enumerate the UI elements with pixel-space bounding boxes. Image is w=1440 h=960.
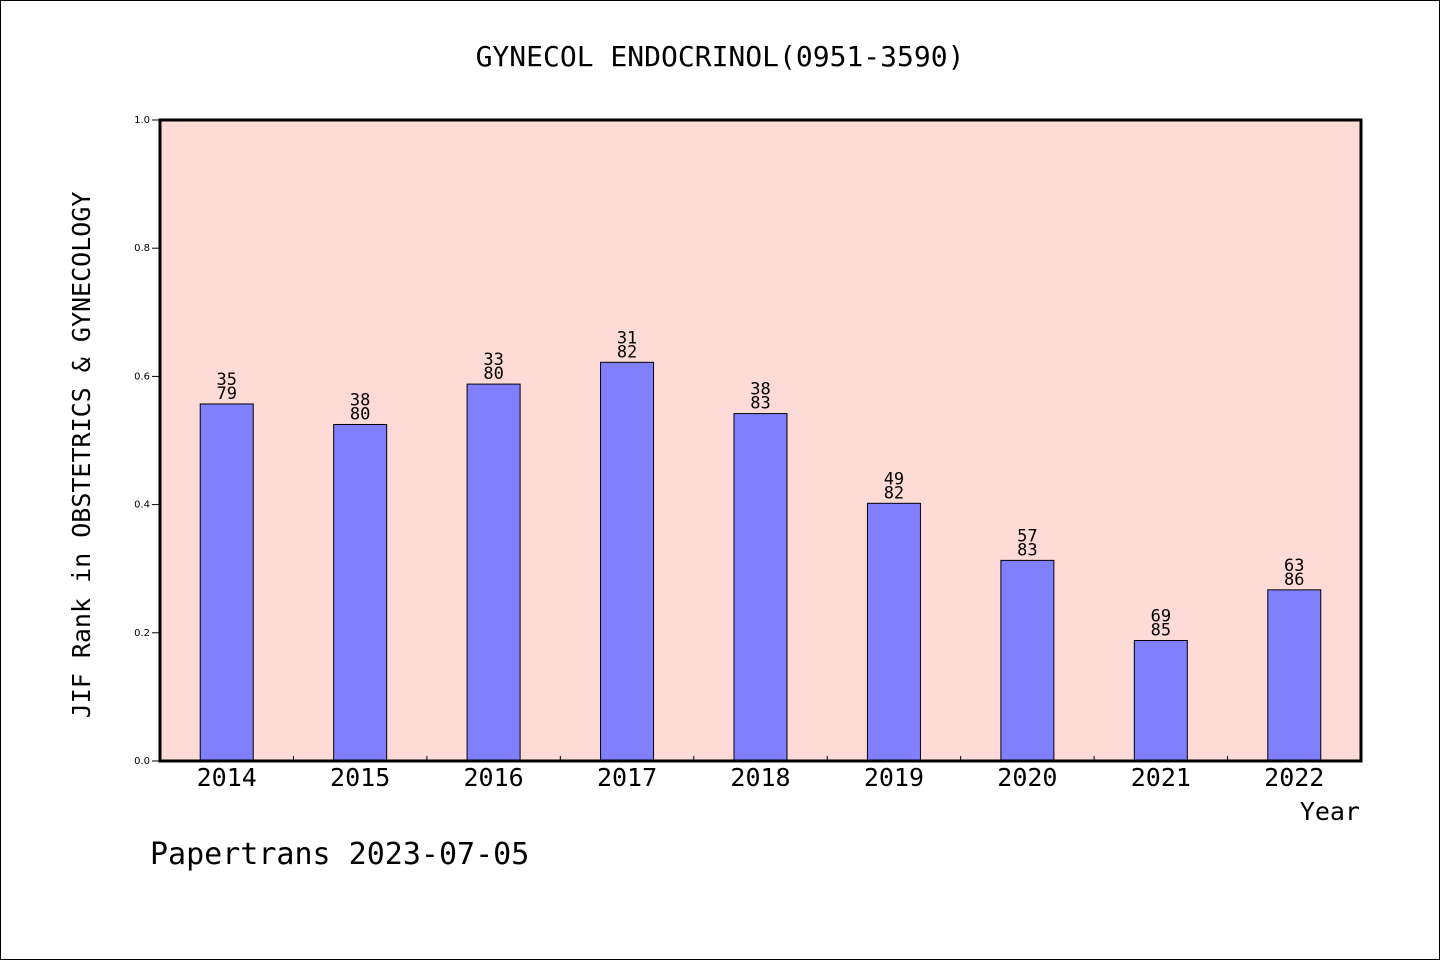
bar-label-total-2020: 83 [1017,540,1037,560]
x-tick-label-2017: 2017 [597,763,657,792]
bar-2020 [1000,559,1055,762]
footer-credit: Papertrans 2023-07-05 [150,837,529,872]
bar-label-total-2019: 82 [884,483,904,503]
bar-label-rank-2020: 57 [1017,526,1037,546]
bar-2016 [466,383,521,762]
bar-label-total-2018: 83 [750,394,770,414]
y-axis: 0.0 0.2 0.4 0.6 0.8 1.0 [134,115,160,767]
x-tick-label-2015: 2015 [330,763,390,792]
bars-group [199,361,1322,762]
x-axis-label: Year [1300,797,1360,826]
x-tick-label-2020: 2020 [997,763,1057,792]
chart-title: GYNECOL ENDOCRINOL(0951-3590) [476,40,965,73]
bar-label-rank-2022: 63 [1284,556,1304,576]
bar-label-rank-2014: 35 [216,370,236,390]
bar-2022 [1267,589,1322,762]
x-tick-label-2021: 2021 [1131,763,1191,792]
x-tick-label-2018: 2018 [730,763,790,792]
bar-label-rank-2017: 31 [617,328,637,348]
bar-label-rank-2021: 69 [1151,606,1171,626]
y-tick-label-3: 0.6 [134,371,150,382]
bar-label-rank-2015: 38 [350,390,370,410]
bar-2021 [1133,639,1188,762]
x-tick-label-2016: 2016 [464,763,524,792]
x-tick-label-2019: 2019 [864,763,924,792]
bar-label-total-2016: 80 [483,364,503,384]
plot-border [158,118,1363,763]
bar-label-rank-2019: 49 [884,469,904,489]
bar-2019 [866,502,921,762]
x-axis: 2014 2015 2016 2017 2018 2019 2020 2021 2022 [197,756,1324,792]
y-tick-label-4: 0.8 [134,243,150,254]
bar-2018 [733,413,788,762]
bar-label-rank-2016: 33 [483,350,503,370]
y-tick-label-2: 0.4 [134,500,150,511]
bar-2014 [199,403,254,762]
y-axis-label: JIF Rank in OBSTETRICS & GYNECOLOGY [67,192,96,719]
bar-label-total-2021: 85 [1151,620,1171,640]
bar-label-total-2014: 79 [216,384,236,404]
x-tick-label-2022: 2022 [1264,763,1324,792]
bar-2017 [600,361,655,762]
bar-label-total-2015: 80 [350,404,370,424]
bar-2015 [333,423,388,762]
bar-label-total-2022: 86 [1284,570,1304,590]
bar-label-total-2017: 82 [617,342,637,362]
bar-label-rank-2018: 38 [750,380,770,400]
y-tick-label-0: 0.0 [134,756,150,767]
x-tick-label-2014: 2014 [197,763,257,792]
y-tick-label-5: 1.0 [134,115,150,126]
y-tick-label-1: 0.2 [134,628,150,639]
